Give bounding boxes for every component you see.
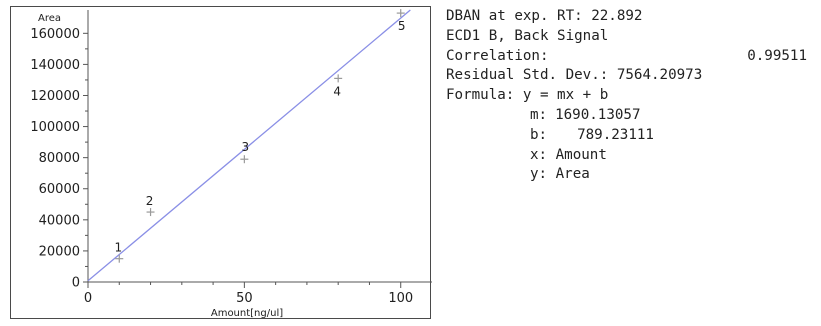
- x-tick-label: 0: [84, 291, 92, 306]
- y-tick-label: 60000: [39, 182, 80, 197]
- y-tick-label: 20000: [39, 244, 80, 259]
- correlation-line: Correlation: 0.99511: [446, 47, 816, 67]
- residual-value: 7564.20973: [616, 67, 703, 84]
- intercept-label: b:: [530, 126, 548, 143]
- formula-text: y = mx + b: [522, 87, 609, 104]
- correlation-label: Correlation:: [446, 47, 549, 64]
- calibration-chart: 0 20000 40000 60000 80000 100000 120000 140000 1…: [10, 6, 432, 319]
- y-tick-label: 80000: [39, 151, 80, 166]
- x-axis-title: Amount[ng/ul]: [211, 308, 283, 319]
- correlation-value: 0.99511: [747, 47, 807, 64]
- fit-line: [87, 9, 411, 282]
- compound-line: DBAN at exp. RT: 22.892: [446, 8, 643, 24]
- x-definition: x: Amount: [530, 146, 607, 163]
- data-point-label: 2: [146, 194, 154, 208]
- formula-label: Formula:: [446, 87, 515, 104]
- data-point-label: 5: [398, 19, 406, 33]
- y-tick-label: 40000: [39, 213, 80, 228]
- data-point-label: 4: [333, 84, 341, 98]
- y-tick-label: 160000: [30, 27, 80, 42]
- intercept-value: 789.23111: [577, 126, 654, 143]
- y-axis-title: Area: [38, 13, 61, 24]
- slope-label: m:: [530, 106, 548, 123]
- data-point-label: 1: [114, 241, 122, 255]
- slope-line: m: 1690.13057: [446, 106, 816, 126]
- residual-line: Residual Std. Dev.: 7564.20973: [446, 66, 816, 86]
- y-tick-label: 140000: [30, 58, 80, 73]
- x-tick-label: 100: [388, 291, 413, 306]
- x-tick-label: 50: [236, 291, 253, 306]
- residual-label: Residual Std. Dev.:: [446, 67, 609, 84]
- intercept-line: b: 789.23111: [446, 126, 816, 146]
- data-point-label: 3: [242, 140, 250, 154]
- y-definition: y: Area: [530, 166, 590, 183]
- formula-line: Formula: y = mx + b: [446, 86, 816, 106]
- calibration-info-panel: DBAN at exp. RT: 22.892 ECD1 B, Back Sig…: [446, 7, 816, 185]
- calibration-plot: 0 20000 40000 60000 80000 100000 120000 140000 1…: [30, 9, 432, 319]
- y-tick-label: 100000: [30, 120, 80, 135]
- slope-value: 1690.13057: [555, 106, 641, 123]
- y-tick-label: 0: [72, 276, 80, 291]
- y-tick-label: 120000: [30, 89, 80, 104]
- signal-line: ECD1 B, Back Signal: [446, 27, 609, 44]
